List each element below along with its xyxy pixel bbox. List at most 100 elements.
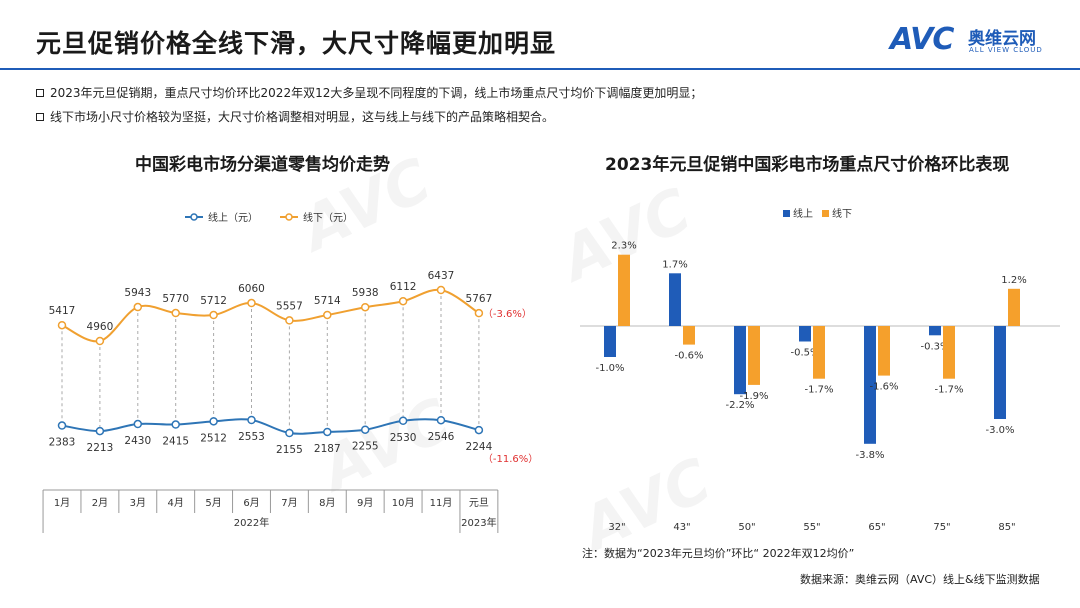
x-tick-label: 32" [608, 522, 625, 533]
offline-data-label: -0.6% [674, 351, 703, 362]
online-bar [929, 326, 941, 336]
legend-offline-label: 线下（元） [303, 211, 353, 224]
online-bar [734, 326, 746, 395]
logo-cn: 奥维云网 [968, 29, 1036, 49]
online-data-label: 2187 [314, 443, 341, 455]
offline-data-label: 5714 [314, 295, 341, 307]
online-point [57, 421, 67, 430]
line-chart: 线上（元） 线下（元） 5417 4960 5943 5770 5712 6060 5557 57… [42, 211, 538, 533]
legend-online-label: 线上 [793, 207, 813, 220]
offline-bar [618, 254, 630, 326]
data-source: 数据来源：奥维云网（AVC）线上&线下监测数据 [800, 573, 1040, 586]
offline-point [323, 310, 332, 320]
offline-point [285, 316, 294, 325]
offline-end-change: （-3.6%） [483, 308, 532, 320]
online-bar [799, 326, 811, 342]
x-tick-label: 10月 [392, 497, 415, 509]
offline-point [398, 296, 408, 306]
online-point [323, 427, 332, 437]
offline-point [133, 302, 143, 312]
offline-data-label: -1.7% [804, 385, 833, 396]
offline-point [171, 308, 180, 318]
online-point [436, 415, 446, 425]
online-data-label: 2553 [238, 431, 265, 443]
bar-chart: 线上 线下 -1.0% 2.3% 32" 1.7% -0.6% 43" -2.2%-1.9% 50… [580, 207, 1060, 533]
x-tick-label: 4月 [168, 497, 184, 509]
bullet-2: 线下市场小尺寸价格较为坚挺，大尺寸价格调整相对明显，这与线上与线下的产品策略相契… [36, 108, 554, 125]
offline-bar [943, 326, 955, 379]
online-data-label: 2255 [352, 441, 379, 453]
x-group-label: 2023年 [461, 516, 496, 529]
bullet-1-text: 2023年元旦促销期，重点尺寸均价环比2022年双12大多呈现不同程度的下调，线… [50, 86, 703, 100]
offline-data-label: 5767 [466, 293, 493, 305]
legend-offline-swatch [822, 210, 829, 217]
x-tick-label: 3月 [130, 497, 146, 509]
online-end-change: （-11.6%） [483, 453, 538, 465]
x-tick-label: 50" [738, 522, 755, 533]
x-tick-label: 11月 [430, 497, 453, 509]
x-tick-label: 75" [933, 522, 950, 533]
chart-footnote: 注：数据为“2023年元旦均价”环比“ 2022年双12均价” [582, 547, 855, 560]
offline-data-label: 5557 [276, 300, 303, 312]
online-data-label: 2244 [466, 441, 493, 453]
offline-point [57, 320, 67, 330]
offline-point [209, 310, 218, 320]
x-tick-label: 6月 [243, 497, 259, 509]
x-tick-label: 85" [998, 522, 1015, 533]
online-data-label: -1.0% [595, 363, 624, 374]
checkbox-square-icon [36, 112, 44, 121]
x-tick-label: 1月 [54, 497, 70, 509]
offline-data-label: -1.9% [739, 391, 768, 402]
online-data-label: -0.5% [790, 348, 819, 359]
online-point [398, 416, 408, 426]
online-bar [994, 326, 1006, 419]
x-tick-label: 元旦 [469, 497, 489, 509]
brand-logo: AVC 奥维云网 ALL VIEW CLOUD [890, 22, 1060, 62]
offline-point [474, 308, 484, 318]
checkbox-square-icon [36, 88, 44, 97]
page-title: 元旦促销价格全线下滑，大尺寸降幅更加明显 [36, 29, 557, 58]
online-data-label: -2.2% [725, 400, 754, 411]
offline-data-label: 5712 [200, 295, 227, 307]
legend-online-marker [190, 213, 198, 221]
online-data-label: 2430 [124, 435, 151, 447]
offline-point [436, 285, 446, 295]
offline-data-label: 2.3% [611, 241, 636, 252]
online-bar [864, 326, 876, 444]
header-rule [0, 68, 1080, 70]
online-data-label: -3.8% [855, 450, 884, 461]
offline-data-label: -1.7% [934, 385, 963, 396]
legend-online-swatch [783, 210, 790, 217]
offline-bar [878, 326, 890, 376]
bullet-2-text: 线下市场小尺寸价格较为坚挺，大尺寸价格调整相对明显，这与线上与线下的产品策略相契… [50, 110, 555, 124]
online-data-label: 2213 [87, 442, 114, 454]
online-point [133, 419, 143, 429]
x-tick-label: 43" [673, 522, 690, 533]
online-data-label: -3.0% [985, 425, 1014, 436]
offline-bar [683, 326, 695, 345]
x-axis: 1月 2月 3月 4月 5月 6月 7月 8月 9月 10月 11月 元旦 2022年 2023年 [42, 489, 499, 533]
line-chart-title: 中国彩电市场分渠道零售均价走势 [135, 155, 390, 175]
online-point [474, 425, 484, 435]
online-point [285, 428, 294, 438]
online-data-label: 2415 [162, 436, 189, 448]
online-bar [604, 326, 616, 357]
online-point [171, 420, 180, 429]
online-point [360, 425, 370, 434]
bar-legend: 线上 线下 [783, 207, 852, 220]
line-legend: 线上（元） 线下（元） [185, 211, 353, 224]
x-tick-label: 55" [803, 522, 820, 533]
online-data-label: -0.3% [920, 341, 949, 352]
offline-data-label: 4960 [87, 321, 114, 333]
logo-mark: AVC [890, 22, 954, 57]
x-tick-label: 65" [868, 522, 885, 533]
online-data-label: 2512 [200, 432, 227, 444]
online-bar [669, 273, 681, 326]
legend-offline-label: 线下 [832, 207, 852, 220]
logo-en: ALL VIEW CLOUD [969, 46, 1043, 54]
x-tick-label: 8月 [319, 497, 335, 509]
x-tick-label: 7月 [281, 497, 297, 509]
x-tick-label: 2月 [92, 497, 108, 509]
offline-data-label: 6437 [428, 270, 455, 282]
offline-data-label: 5770 [162, 293, 189, 305]
